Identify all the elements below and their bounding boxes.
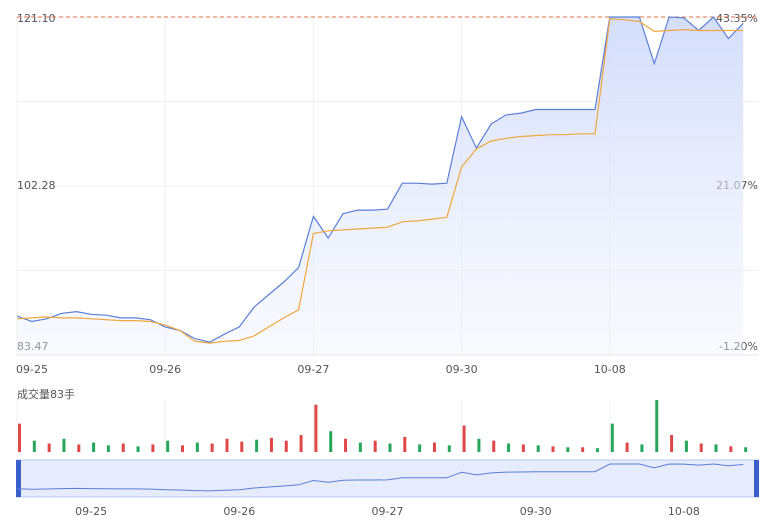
- volume-bar: [284, 440, 288, 452]
- volume-bar: [477, 438, 481, 452]
- volume-bar: [403, 436, 407, 452]
- volume-bar: [195, 442, 199, 452]
- volume-bar: [18, 423, 21, 452]
- volume-bar: [344, 438, 348, 452]
- volume-bar: [77, 444, 81, 452]
- navigator-label: 09-26: [223, 505, 255, 518]
- volume-bar: [714, 444, 718, 452]
- volume-bar: [388, 443, 392, 452]
- volume-bar: [314, 404, 318, 452]
- x-tick-label: 09-27: [297, 363, 329, 376]
- y-tick-label: 121.10: [17, 12, 56, 25]
- navigator[interactable]: [16, 459, 759, 498]
- volume-bar: [566, 447, 570, 452]
- volume-bar: [551, 446, 555, 452]
- volume-bar: [299, 434, 303, 452]
- volume-bar: [462, 425, 466, 452]
- volume-bar: [699, 443, 703, 452]
- volume-bar: [255, 439, 259, 452]
- volume-bar: [595, 448, 599, 452]
- volume-bar: [684, 440, 688, 452]
- navigator-label: 10-08: [668, 505, 700, 518]
- volume-bar: [121, 443, 125, 452]
- volume-bar: [640, 444, 644, 452]
- volume-bar: [210, 443, 214, 452]
- navigator-handle-right[interactable]: [754, 460, 759, 497]
- volume-bar: [106, 445, 110, 452]
- volume-bar: [729, 446, 733, 452]
- volume-bar: [358, 442, 362, 452]
- volume-bar: [225, 438, 229, 452]
- price-line: [16, 16, 744, 343]
- volume-bar: [240, 441, 244, 452]
- x-tick-label: 09-25: [16, 363, 48, 376]
- volume-bar: [32, 440, 36, 452]
- average-line: [16, 18, 744, 344]
- volume-bar: [744, 447, 748, 452]
- volume-bar: [47, 443, 51, 452]
- y-tick-label: 102.28: [17, 179, 56, 192]
- volume-bar: [373, 440, 377, 452]
- y2-tick-label: 43.35%: [716, 12, 758, 25]
- volume-bar: [329, 431, 333, 452]
- volume-bar: [269, 437, 273, 452]
- volume-bar: [507, 443, 511, 452]
- navigator-handle-left[interactable]: [16, 460, 21, 497]
- volume-bar: [151, 444, 155, 452]
- navigator-label: 09-30: [520, 505, 552, 518]
- price-area: [17, 17, 744, 355]
- volume-bar: [625, 442, 629, 452]
- volume-bar: [432, 442, 436, 452]
- x-tick-label: 09-26: [149, 363, 181, 376]
- volume-bar: [670, 434, 674, 452]
- navigator-label: 09-25: [75, 505, 107, 518]
- navigator-line: [16, 463, 744, 492]
- x-tick-label: 10-08: [594, 363, 626, 376]
- volume-title: 成交量83手: [17, 387, 75, 401]
- volume-bar: [581, 447, 585, 452]
- volume-bar: [166, 440, 170, 452]
- volume-bar: [447, 445, 451, 452]
- volume-bar: [418, 444, 422, 452]
- volume-bar: [181, 445, 185, 452]
- volume-bar: [655, 400, 659, 452]
- navigator-label: 09-27: [372, 505, 404, 518]
- volume-bar: [492, 440, 496, 452]
- volume-bar: [536, 445, 540, 452]
- volume-bar: [136, 446, 140, 452]
- x-tick-label: 09-30: [446, 363, 478, 376]
- volume-bar: [610, 423, 614, 452]
- volume-bar: [521, 444, 525, 452]
- volume-bar: [92, 442, 96, 452]
- volume-bar: [62, 438, 66, 452]
